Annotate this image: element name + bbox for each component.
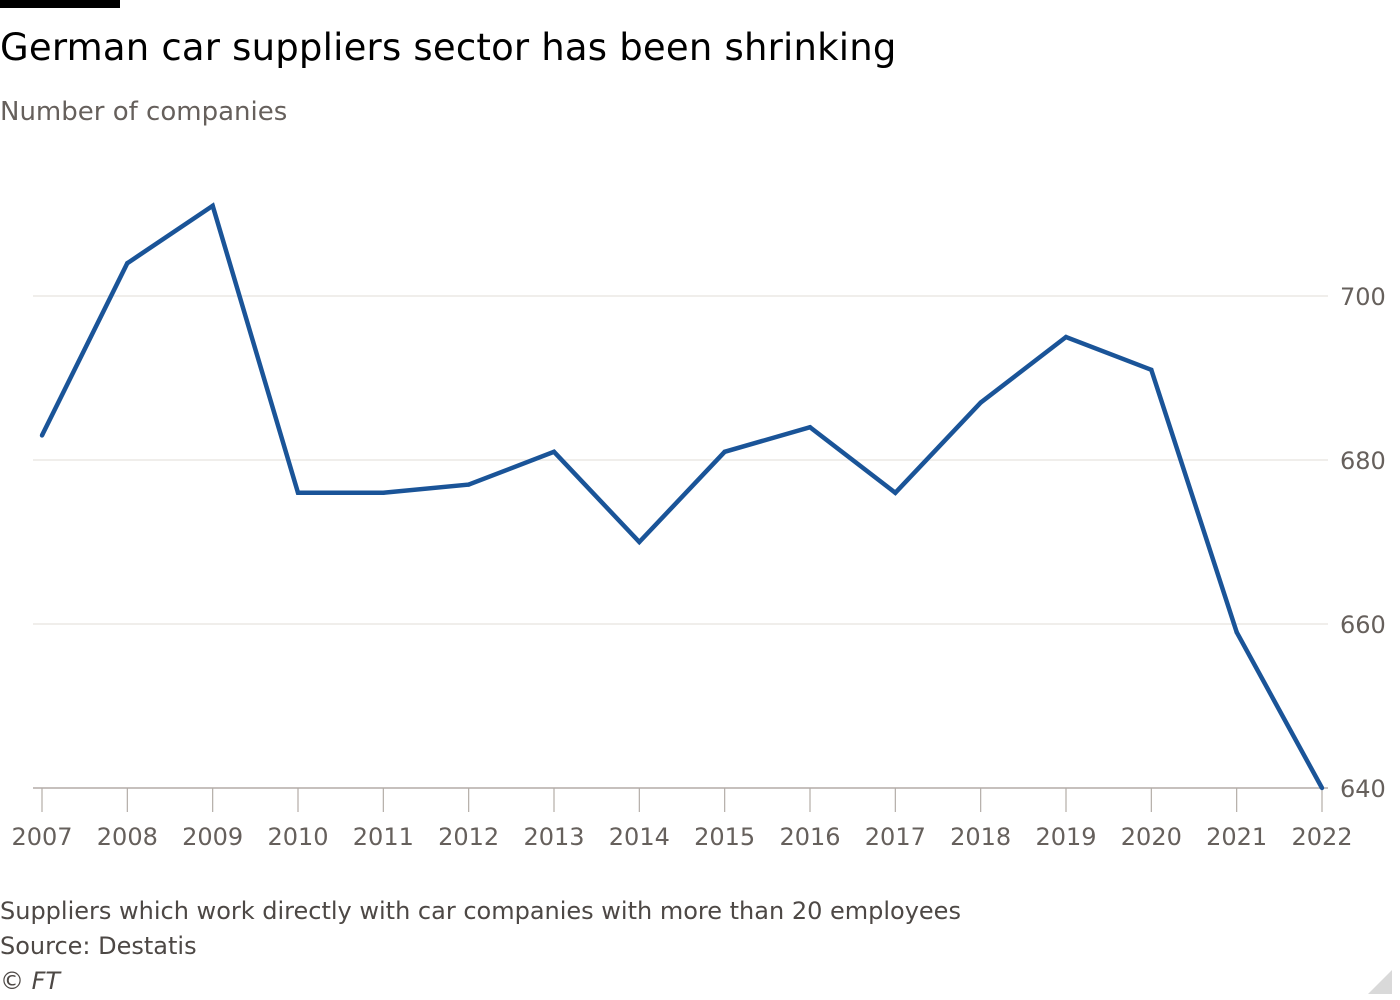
- brand-bar: [0, 0, 120, 8]
- x-tick-label: 2010: [267, 823, 328, 851]
- x-tick-label: 2017: [865, 823, 926, 851]
- data-point: [39, 433, 45, 438]
- x-tick-label: 2009: [182, 823, 243, 851]
- x-tick-label: 2018: [950, 823, 1011, 851]
- x-tick-label: 2013: [523, 823, 584, 851]
- line-chart: 640 660 680 700 2007 2008 2009 2010 2011 2012 2013…: [11, 202, 1386, 851]
- chart-note: Suppliers which work directly with car c…: [0, 897, 961, 925]
- x-tick-label: 2016: [779, 823, 840, 851]
- x-tick-label: 2022: [1291, 823, 1352, 851]
- y-tick-label: 660: [1340, 611, 1386, 639]
- data-point: [125, 261, 130, 266]
- data-point: [807, 425, 813, 430]
- data-point: [466, 482, 471, 487]
- data-point: [1149, 367, 1154, 372]
- y-tick-label: 640: [1340, 775, 1386, 803]
- data-point: [1063, 334, 1069, 340]
- x-tick-label: 2008: [97, 823, 158, 851]
- series-line: [39, 202, 1324, 790]
- y-tick-label: 700: [1340, 283, 1386, 311]
- chart-area: 640 660 680 700 2007 2008 2009 2010 2011 2012 2013…: [0, 150, 1400, 870]
- x-tick-label: 2019: [1035, 823, 1096, 851]
- data-point: [637, 539, 642, 545]
- x-tick-label: 2020: [1121, 823, 1182, 851]
- data-point: [210, 203, 215, 208]
- data-point: [551, 449, 557, 454]
- chart-credit: © FT: [0, 967, 61, 995]
- y-tick-label: 680: [1340, 447, 1386, 475]
- data-point: [722, 449, 727, 454]
- data-point: [1234, 630, 1239, 635]
- x-tick-label: 2015: [694, 823, 755, 851]
- chart-source: Source: Destatis: [0, 932, 197, 960]
- chart-subtitle: Number of companies: [0, 97, 288, 127]
- data-point: [381, 490, 386, 495]
- chart-title: German car suppliers sector has been shr…: [0, 26, 897, 69]
- x-tick-label: 2007: [11, 823, 72, 851]
- x-tick-label: 2014: [609, 823, 670, 851]
- resize-corner-icon: [1368, 970, 1392, 994]
- data-point: [978, 400, 983, 405]
- data-point: [295, 490, 301, 495]
- data-point: [893, 490, 898, 495]
- x-tick-label: 2012: [438, 823, 499, 851]
- x-tick-label: 2011: [353, 823, 414, 851]
- data-point: [1319, 785, 1325, 791]
- x-tick-label: 2021: [1206, 823, 1267, 851]
